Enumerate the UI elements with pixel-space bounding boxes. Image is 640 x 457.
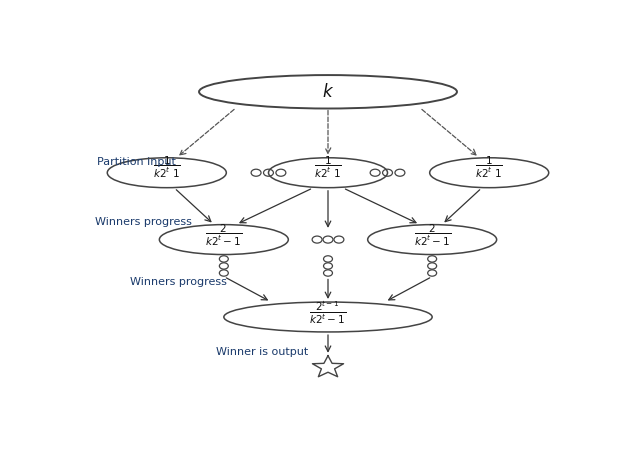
- Text: $\dfrac{2}{k2^t-1}$: $\dfrac{2}{k2^t-1}$: [205, 223, 243, 248]
- Text: Winners progress: Winners progress: [129, 277, 227, 287]
- Text: $\dfrac{1}{k2^t\ 1}$: $\dfrac{1}{k2^t\ 1}$: [153, 155, 180, 180]
- Text: $\dfrac{2}{k2^t-1}$: $\dfrac{2}{k2^t-1}$: [413, 223, 451, 248]
- Text: $\dfrac{2^{t-1}}{k2^t-1}$: $\dfrac{2^{t-1}}{k2^t-1}$: [309, 299, 347, 326]
- Text: $k$: $k$: [322, 83, 334, 101]
- Text: Winners progress: Winners progress: [95, 217, 192, 227]
- Text: Partition input: Partition input: [97, 157, 176, 167]
- Text: $\dfrac{1}{k2^t\ 1}$: $\dfrac{1}{k2^t\ 1}$: [476, 155, 503, 180]
- Text: $\dfrac{1}{k2^t\ 1}$: $\dfrac{1}{k2^t\ 1}$: [314, 155, 342, 180]
- Text: Winner is output: Winner is output: [216, 347, 308, 357]
